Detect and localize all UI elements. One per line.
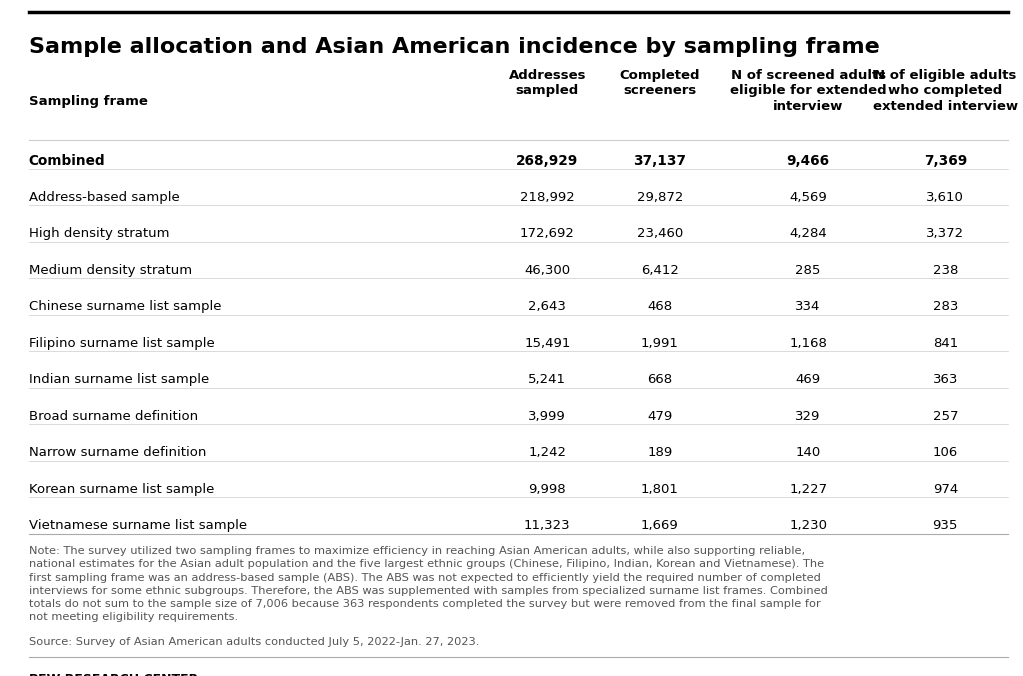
Text: 46,300: 46,300 bbox=[524, 264, 571, 277]
Text: Narrow surname definition: Narrow surname definition bbox=[29, 446, 206, 460]
Text: Note: The survey utilized two sampling frames to maximize efficiency in reaching: Note: The survey utilized two sampling f… bbox=[29, 546, 828, 622]
Text: Medium density stratum: Medium density stratum bbox=[29, 264, 191, 277]
Text: 9,998: 9,998 bbox=[529, 483, 566, 496]
Text: 2,643: 2,643 bbox=[528, 300, 567, 314]
Text: 329: 329 bbox=[796, 410, 820, 423]
Text: 37,137: 37,137 bbox=[633, 154, 686, 168]
Text: Sampling frame: Sampling frame bbox=[29, 95, 147, 108]
Text: Combined: Combined bbox=[29, 154, 105, 168]
Text: Completed
screeners: Completed screeners bbox=[620, 69, 700, 97]
Text: 479: 479 bbox=[648, 410, 672, 423]
Text: 1,230: 1,230 bbox=[789, 519, 828, 533]
Text: 5,241: 5,241 bbox=[528, 373, 567, 387]
Text: N of eligible adults
who completed
extended interview: N of eligible adults who completed exten… bbox=[873, 69, 1018, 113]
Text: 283: 283 bbox=[933, 300, 958, 314]
Text: Chinese surname list sample: Chinese surname list sample bbox=[29, 300, 221, 314]
Text: 6,412: 6,412 bbox=[640, 264, 679, 277]
Text: 1,168: 1,168 bbox=[789, 337, 828, 350]
Text: 3,999: 3,999 bbox=[529, 410, 566, 423]
Text: 7,369: 7,369 bbox=[924, 154, 967, 168]
Text: 841: 841 bbox=[933, 337, 958, 350]
Text: 9,466: 9,466 bbox=[787, 154, 830, 168]
Text: 285: 285 bbox=[796, 264, 820, 277]
Text: 189: 189 bbox=[648, 446, 672, 460]
Text: 668: 668 bbox=[648, 373, 672, 387]
Text: 257: 257 bbox=[933, 410, 958, 423]
Text: Filipino surname list sample: Filipino surname list sample bbox=[29, 337, 215, 350]
Text: 11,323: 11,323 bbox=[524, 519, 571, 533]
Text: Address-based sample: Address-based sample bbox=[29, 191, 179, 204]
Text: 23,460: 23,460 bbox=[636, 227, 683, 241]
Text: Vietnamese surname list sample: Vietnamese surname list sample bbox=[29, 519, 247, 533]
Text: 172,692: 172,692 bbox=[520, 227, 575, 241]
Text: 268,929: 268,929 bbox=[517, 154, 578, 168]
Text: Source: Survey of Asian American adults conducted July 5, 2022-Jan. 27, 2023.: Source: Survey of Asian American adults … bbox=[29, 637, 479, 648]
Text: 469: 469 bbox=[796, 373, 820, 387]
Text: 1,991: 1,991 bbox=[640, 337, 679, 350]
Text: 1,669: 1,669 bbox=[641, 519, 678, 533]
Text: 140: 140 bbox=[796, 446, 820, 460]
Text: 363: 363 bbox=[933, 373, 958, 387]
Text: 1,227: 1,227 bbox=[789, 483, 828, 496]
Text: Broad surname definition: Broad surname definition bbox=[29, 410, 197, 423]
Text: 935: 935 bbox=[933, 519, 958, 533]
Text: High density stratum: High density stratum bbox=[29, 227, 169, 241]
Text: 106: 106 bbox=[933, 446, 958, 460]
Text: 3,372: 3,372 bbox=[926, 227, 965, 241]
Text: Korean surname list sample: Korean surname list sample bbox=[29, 483, 214, 496]
Text: 1,801: 1,801 bbox=[640, 483, 679, 496]
Text: 974: 974 bbox=[933, 483, 958, 496]
Text: 238: 238 bbox=[933, 264, 958, 277]
Text: Indian surname list sample: Indian surname list sample bbox=[29, 373, 209, 387]
Text: 1,242: 1,242 bbox=[528, 446, 567, 460]
Text: PEW RESEARCH CENTER: PEW RESEARCH CENTER bbox=[29, 673, 197, 676]
Text: 15,491: 15,491 bbox=[524, 337, 571, 350]
Text: 3,610: 3,610 bbox=[926, 191, 965, 204]
Text: N of screened adults
eligible for extended
interview: N of screened adults eligible for extend… bbox=[729, 69, 887, 113]
Text: 4,569: 4,569 bbox=[790, 191, 827, 204]
Text: 468: 468 bbox=[648, 300, 672, 314]
Text: 218,992: 218,992 bbox=[520, 191, 575, 204]
Text: 4,284: 4,284 bbox=[790, 227, 827, 241]
Text: 29,872: 29,872 bbox=[636, 191, 683, 204]
Text: Sample allocation and Asian American incidence by sampling frame: Sample allocation and Asian American inc… bbox=[29, 37, 880, 57]
Text: 334: 334 bbox=[796, 300, 820, 314]
Text: Addresses
sampled: Addresses sampled bbox=[508, 69, 586, 97]
